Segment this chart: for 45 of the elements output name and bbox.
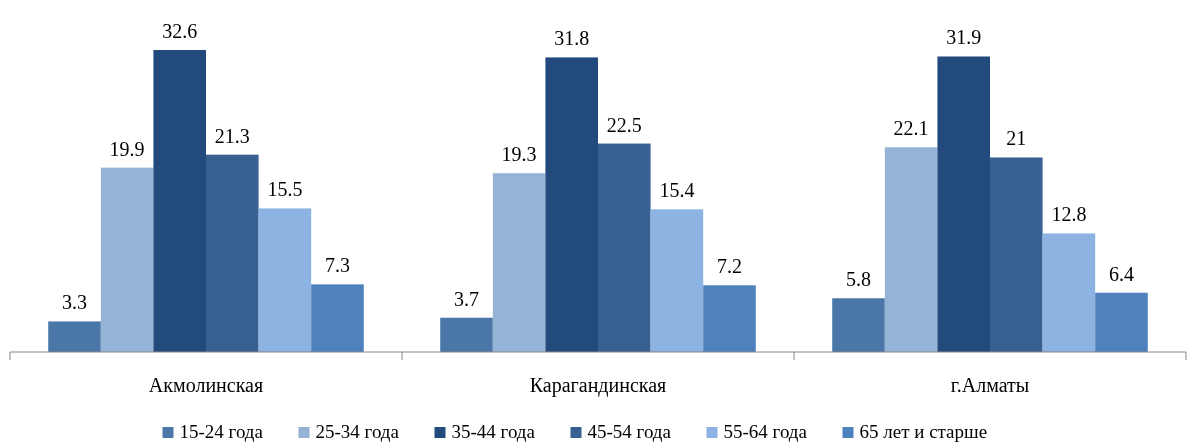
data-label: 15.5 <box>267 178 303 201</box>
bar <box>440 317 493 352</box>
data-label: 3.7 <box>454 287 480 310</box>
bar <box>832 298 885 352</box>
bar <box>311 284 364 352</box>
bar <box>703 285 756 352</box>
legend-label: 65 лет и старше <box>859 421 988 442</box>
bar <box>884 147 938 352</box>
data-label: 6.4 <box>1108 262 1134 285</box>
data-label: 3.3 <box>62 291 88 314</box>
bar <box>258 208 312 352</box>
bar <box>1042 233 1096 352</box>
legend-label: 35-44 года <box>451 421 536 442</box>
bar <box>545 57 598 352</box>
bar <box>650 209 704 352</box>
bar <box>1095 292 1148 352</box>
x-tick-label: г.Алматы <box>950 374 1030 396</box>
data-label: 31.8 <box>554 27 590 50</box>
x-tick-label: Акмолинская <box>148 374 264 396</box>
legend-label: 45-54 года <box>587 421 672 442</box>
data-label: 19.9 <box>109 137 145 160</box>
x-tick-label: Карагандинская <box>529 374 667 397</box>
data-label: 15.4 <box>659 179 695 202</box>
bar <box>598 143 651 352</box>
legend-label: 25-34 года <box>315 421 400 442</box>
data-label: 21.3 <box>214 124 250 147</box>
data-label: 7.2 <box>716 255 742 278</box>
data-label: 19.3 <box>501 143 537 166</box>
data-label: 31.9 <box>946 26 982 49</box>
bar <box>206 154 259 352</box>
bar <box>153 50 206 352</box>
data-label: 12.8 <box>1051 203 1087 226</box>
bar <box>990 157 1043 352</box>
data-label: 21 <box>1006 127 1027 150</box>
bar <box>937 56 990 352</box>
data-label: 22.5 <box>606 113 642 136</box>
data-label: 5.8 <box>846 268 872 291</box>
bar <box>48 321 101 352</box>
legend-label: 15-24 года <box>179 421 264 442</box>
data-label: 32.6 <box>162 20 198 42</box>
bar <box>492 173 546 352</box>
data-label: 22.1 <box>893 117 929 140</box>
legend-label: 55-64 года <box>723 421 808 442</box>
data-label: 7.3 <box>324 254 350 277</box>
bar <box>100 167 154 352</box>
